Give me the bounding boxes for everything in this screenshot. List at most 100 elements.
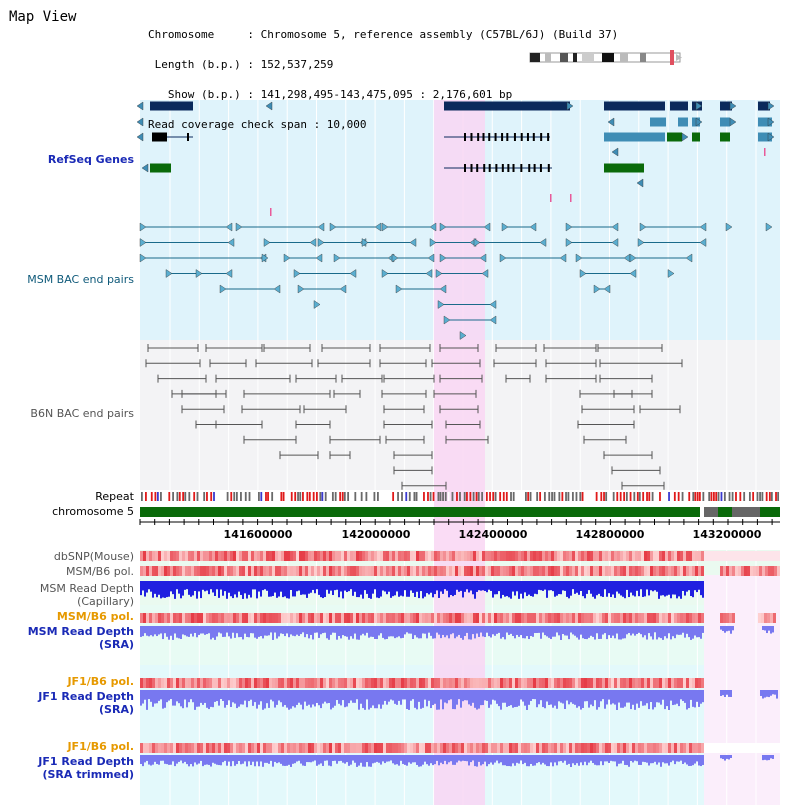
msm-sra-depth	[294, 626, 296, 637]
label-jf1-b6-pol-1[interactable]: JF1/B6 pol.	[67, 675, 134, 688]
jf1-pol-trim-density	[311, 743, 314, 753]
label-b6n-bac[interactable]: B6N BAC end pairs	[30, 407, 134, 420]
repeat-element	[193, 492, 196, 501]
msm-capillary-depth	[438, 581, 440, 598]
jf1-pol-density	[698, 678, 701, 688]
jf1-pol-trim-density	[314, 743, 317, 753]
jf1-sra-depth	[426, 690, 428, 707]
label-dbsnp[interactable]: dbSNP(Mouse)	[53, 550, 134, 563]
chromosome-ideogram[interactable]	[529, 50, 682, 65]
msm-pol-density	[470, 566, 473, 576]
jf1-pol-density	[467, 678, 470, 688]
msm-sra-depth	[620, 626, 622, 640]
jf1-pol-density	[155, 678, 158, 688]
label-msm-depth-sra[interactable]: MSM Read Depth	[27, 625, 134, 638]
jf1-sra-depth	[632, 690, 634, 705]
jf1-pol-trim-density	[611, 743, 614, 753]
label-refseq-genes[interactable]: RefSeq Genes	[47, 153, 134, 166]
label-msm-b6-pol-2[interactable]: MSM/B6 pol.	[56, 610, 134, 623]
jf1-sra-depth	[774, 690, 776, 695]
msm-bac-track[interactable]	[139, 222, 773, 340]
msm-sra-depth	[308, 626, 310, 639]
dbsnp-density	[572, 551, 575, 561]
msm-pol-sra-density	[140, 613, 143, 623]
jf1-trimmed-depth	[720, 755, 722, 759]
jf1-pol-trim-density	[545, 743, 548, 753]
repeat-element	[589, 492, 591, 501]
dbsnp-density	[464, 551, 467, 561]
msm-pol-sra-density	[587, 613, 590, 623]
jf1-pol-density	[197, 678, 200, 688]
repeat-element	[415, 492, 418, 501]
msm-bac-end	[437, 300, 445, 309]
msm-pol-sra-density	[359, 613, 362, 623]
msm-pol-density	[359, 566, 362, 576]
msm-pol-density	[695, 566, 698, 576]
jf1-trimmed-depth	[580, 755, 582, 763]
label-chromosome[interactable]: chromosome 5	[52, 505, 134, 518]
dbsnp-density	[359, 551, 362, 561]
jf1-sra-depth	[772, 690, 774, 695]
msm-sra-depth	[454, 626, 456, 639]
jf1-pol-density	[638, 678, 641, 688]
dbsnp-density	[560, 551, 563, 561]
jf1-trimmed-depth	[550, 755, 552, 763]
refseq-gene-track[interactable]	[136, 101, 775, 217]
jf1-sra-depth	[518, 690, 520, 706]
msm-sra-depth	[268, 626, 270, 636]
msm-bac-end	[685, 253, 693, 263]
jf1-sra-depth	[334, 690, 336, 706]
msm-sra-depth	[462, 626, 464, 640]
msm-capillary-depth	[496, 581, 498, 595]
label-msm-depth-capillary-sub: (Capillary)	[77, 595, 134, 608]
polymorphism-depth-tracks[interactable]	[140, 551, 780, 767]
msm-pol-sra-density	[182, 613, 185, 623]
msm-pol-density	[608, 566, 611, 576]
jf1-pol-trim-density	[485, 743, 488, 753]
msm-bac-end	[333, 253, 341, 263]
label-jf1-depth-sra[interactable]: JF1 Read Depth	[38, 690, 134, 703]
msm-pol-sra-density	[212, 613, 215, 623]
msm-pol-sra-density	[332, 613, 335, 623]
jf1-sra-depth	[480, 690, 482, 706]
msm-bac-end	[725, 222, 733, 232]
b6n-bac-track[interactable]	[145, 344, 683, 490]
jf1-sra-depth	[514, 690, 516, 708]
label-msm-depth-capillary[interactable]: MSM Read Depth	[39, 582, 134, 595]
jf1-trimmed-depth	[158, 755, 160, 765]
jf1-pol-trim-density	[209, 743, 212, 753]
jf1-trimmed-depth	[408, 755, 410, 763]
jf1-sra-depth	[322, 690, 324, 704]
msm-pol-density	[215, 566, 218, 576]
msm-sra-depth	[638, 626, 640, 633]
label-msm-b6-pol-1[interactable]: MSM/B6 pol.	[66, 565, 134, 578]
jf1-pol-density	[623, 678, 626, 688]
jf1-pol-trim-density	[461, 743, 464, 753]
msm-sra-depth	[504, 626, 506, 640]
msm-sra-depth	[178, 626, 180, 639]
msm-pol-density	[284, 566, 287, 576]
repeat-element	[696, 492, 699, 501]
label-msm-bac[interactable]: MSM BAC end pairs	[27, 273, 134, 286]
jf1-trimmed-depth	[298, 755, 300, 761]
jf1-sra-depth	[262, 690, 264, 710]
dbsnp-density	[569, 551, 572, 561]
repeat-track[interactable]	[141, 492, 780, 501]
label-jf1-depth-trimmed[interactable]: JF1 Read Depth	[38, 755, 134, 768]
msm-pol-density	[254, 566, 257, 576]
jf1-pol-density	[146, 678, 149, 688]
msm-sra-depth	[676, 626, 678, 635]
repeat-element	[567, 492, 570, 501]
msm-pol-density	[753, 566, 756, 576]
refseq-gene	[667, 132, 682, 142]
jf1-trimmed-depth	[470, 755, 472, 763]
chromosome-bar[interactable]	[140, 507, 780, 517]
label-repeat[interactable]: Repeat	[95, 490, 134, 503]
msm-sra-depth	[580, 626, 582, 635]
label-jf1-b6-pol-2[interactable]: JF1/B6 pol.	[67, 740, 134, 753]
jf1-pol-density	[350, 678, 353, 688]
jf1-sra-depth	[498, 690, 500, 707]
dbsnp-density	[473, 551, 476, 561]
jf1-pol-density	[257, 678, 260, 688]
